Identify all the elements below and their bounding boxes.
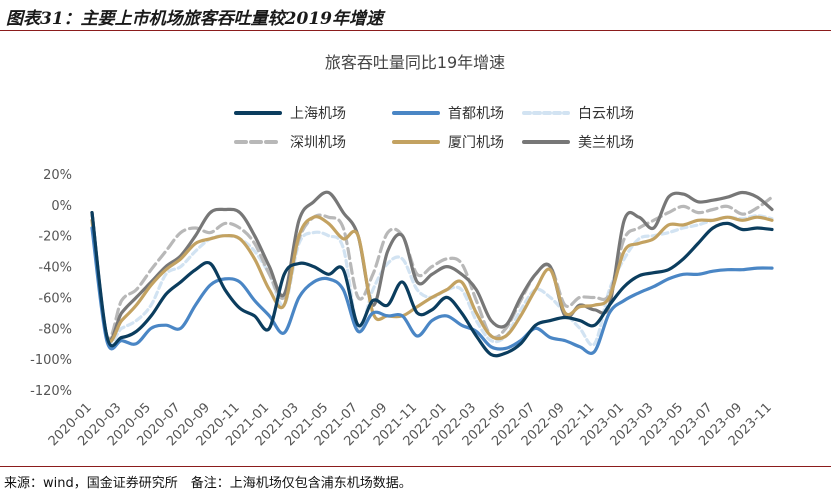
- legend-label: 上海机场: [290, 106, 346, 122]
- y-tick-label: -20%: [38, 230, 72, 245]
- figure-title: 图表31：主要上市机场旅客吞吐量较2019年增速: [6, 9, 383, 29]
- series-layer: [90, 190, 774, 358]
- legend-label: 首都机场: [448, 106, 504, 122]
- x-axis: 2020-012020-032020-052020-072020-092020-…: [46, 400, 775, 449]
- legend-label: 美兰机场: [578, 135, 634, 151]
- y-tick-label: 20%: [43, 168, 72, 183]
- chart-title: 旅客吞吐量同比19年增速: [325, 53, 505, 72]
- legend-label: 深圳机场: [290, 135, 346, 151]
- legend-label: 厦门机场: [448, 135, 504, 151]
- footer-rule: [0, 466, 831, 467]
- y-tick-label: -60%: [38, 291, 72, 306]
- y-tick-label: -40%: [38, 261, 72, 276]
- title-rule: [0, 30, 831, 31]
- legend-label: 白云机场: [578, 106, 634, 122]
- source-note: 来源：wind，国金证券研究所 备注：上海机场仅包含浦东机场数据。: [4, 476, 412, 491]
- series-line-4: [90, 215, 774, 343]
- series-line-5: [90, 190, 774, 342]
- y-tick-label: -80%: [38, 322, 72, 337]
- series-line-1: [90, 226, 774, 355]
- series-line-0: [90, 211, 774, 358]
- y-tick-label: -120%: [30, 384, 72, 399]
- y-tick-label: 0%: [51, 199, 72, 214]
- y-tick-label: -100%: [30, 353, 72, 368]
- y-axis: 20% 0% -20% -40% -60% -80% -100% -120%: [30, 168, 72, 399]
